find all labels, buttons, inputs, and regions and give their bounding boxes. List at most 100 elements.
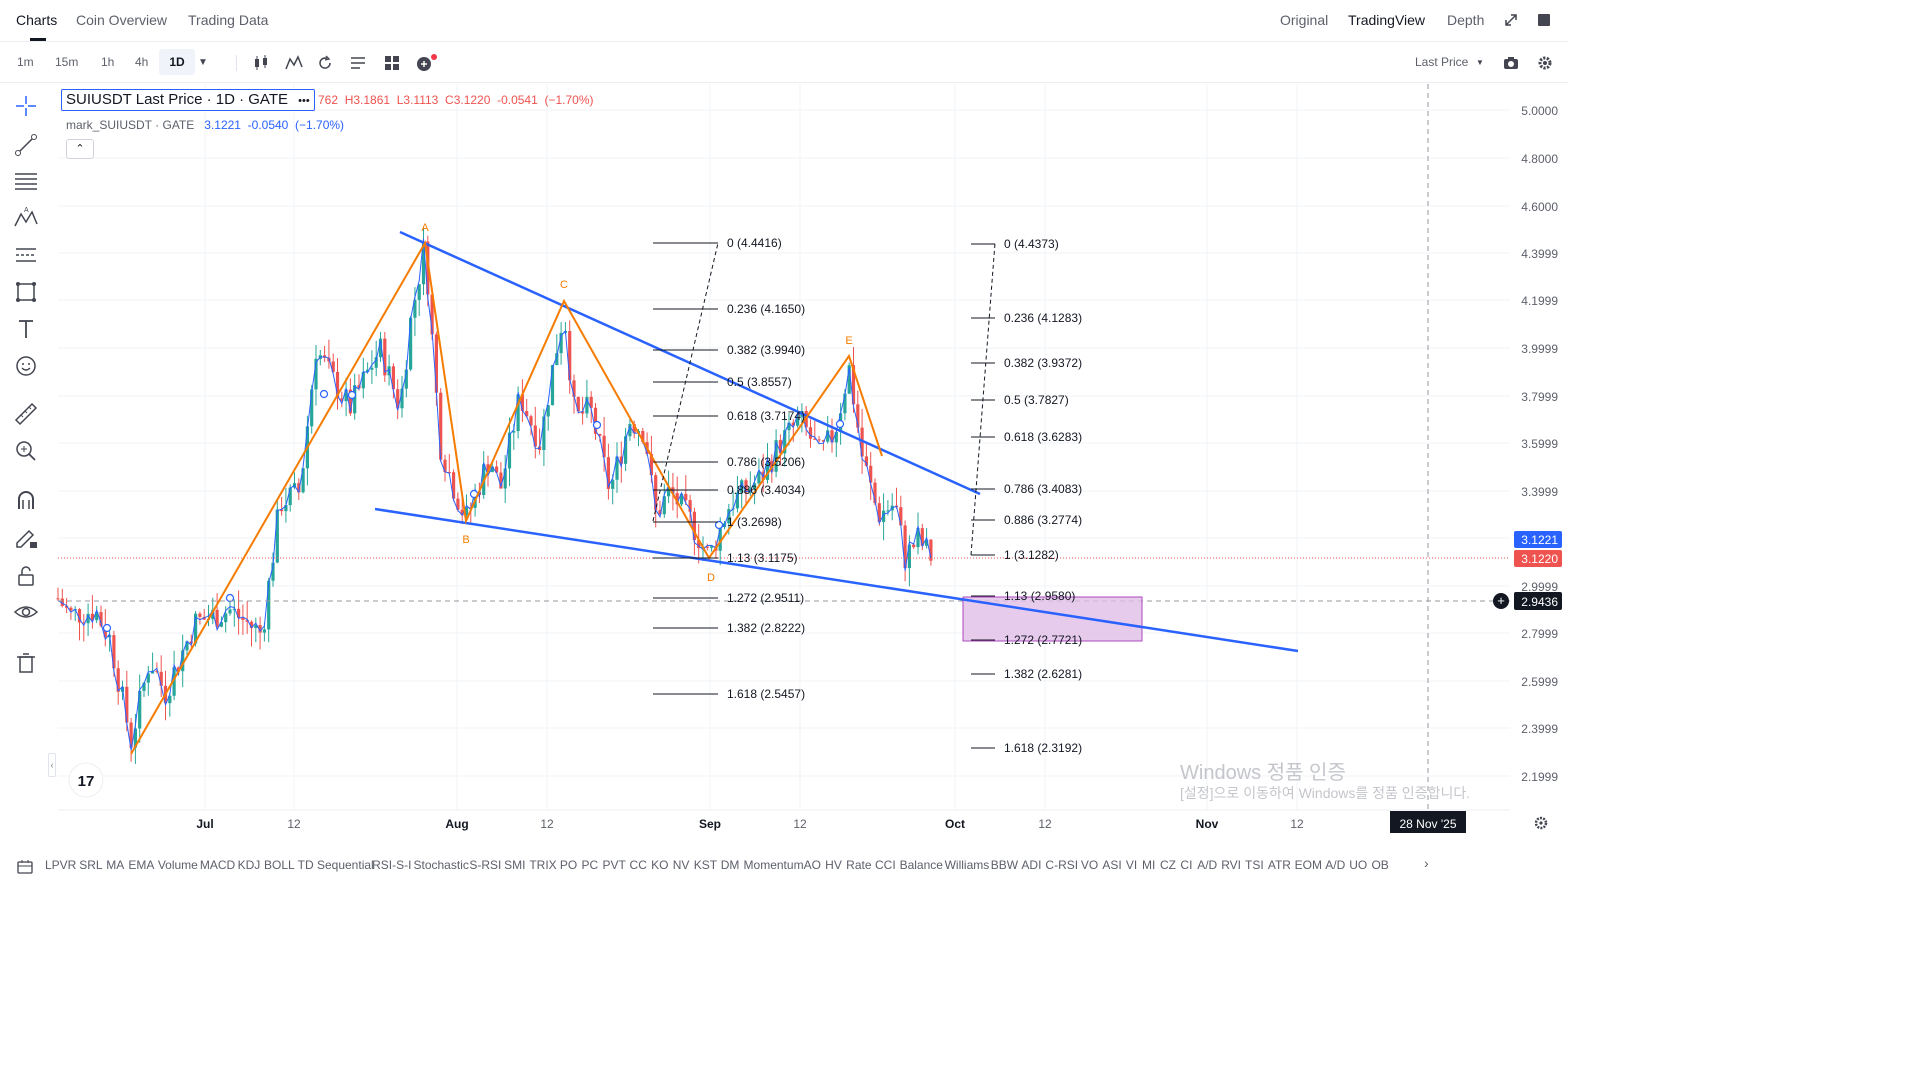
indicator-item[interactable]: KST <box>693 858 718 872</box>
indicator-item[interactable]: RVI <box>1221 858 1242 872</box>
layout-grid-icon[interactable] <box>384 55 400 71</box>
interval-1h[interactable]: 1h <box>101 55 115 69</box>
text-icon[interactable] <box>12 315 40 343</box>
indicator-item[interactable]: KO <box>651 858 669 872</box>
indicator-item[interactable]: DM <box>720 858 740 872</box>
indicator-item[interactable]: LPVR <box>45 858 77 872</box>
indicator-item[interactable]: PO <box>559 858 578 872</box>
indicator-item[interactable]: S-RSI <box>469 858 502 872</box>
indicator-item[interactable]: CCI <box>874 858 896 872</box>
indicator-item[interactable]: TRIX <box>529 858 557 872</box>
symbol-legend-box[interactable]: SUIUSDT Last Price · 1D · GATE ••• <box>61 89 315 111</box>
interval-dropdown-icon[interactable]: ▼ <box>198 57 208 68</box>
more-icon[interactable]: ••• <box>298 95 310 107</box>
zoom-icon[interactable] <box>12 437 40 465</box>
indicator-item[interactable]: MI <box>1142 858 1156 872</box>
tradingview-logo[interactable] <box>68 762 104 798</box>
chart-canvas[interactable]: 0 (4.4416) 0.236 (4.1650) 0.382 (3.9940) 0.… <box>0 0 1568 852</box>
indicator-item[interactable]: BBW <box>990 858 1019 872</box>
indicator-item[interactable]: VO <box>1080 858 1099 872</box>
lock-icon[interactable] <box>12 562 40 590</box>
add-indicator-icon[interactable] <box>416 53 438 73</box>
template-icon[interactable] <box>350 55 366 71</box>
projection-icon[interactable] <box>12 241 40 269</box>
rectangle-icon[interactable] <box>12 278 40 306</box>
indicator-item[interactable]: CI <box>1180 858 1193 872</box>
indicator-item[interactable]: RSI-S-I <box>372 858 412 872</box>
view-original[interactable]: Original <box>1280 12 1329 28</box>
view-tradingview[interactable]: TradingView <box>1348 12 1426 28</box>
tab-charts[interactable]: Charts <box>16 12 58 28</box>
fullscreen-icon[interactable] <box>1504 13 1518 27</box>
indicator-item[interactable]: MACD <box>199 858 236 872</box>
interval-4h[interactable]: 4h <box>135 55 149 69</box>
interval-1m[interactable]: 1m <box>17 55 34 69</box>
indicator-item[interactable]: Williams <box>944 858 990 872</box>
indicator-item[interactable]: Momentum <box>743 858 804 872</box>
indicator-item[interactable]: AO <box>803 858 821 872</box>
crosshair-icon[interactable] <box>12 92 40 120</box>
interval-1d[interactable]: 1D <box>159 49 195 75</box>
calendar-icon[interactable] <box>17 859 33 874</box>
tab-coin-overview[interactable]: Coin Overview <box>76 12 168 28</box>
view-depth[interactable]: Depth <box>1447 12 1485 28</box>
indicator-item[interactable]: BOLL <box>264 858 295 872</box>
indicator-item[interactable]: ASI <box>1102 858 1122 872</box>
indicator-item[interactable]: KDJ <box>237 858 261 872</box>
indicator-item[interactable]: ADI <box>1021 858 1042 872</box>
indicator-item[interactable]: TD Sequential <box>297 858 374 872</box>
trendline-icon[interactable] <box>12 131 40 159</box>
axis-settings-icon[interactable] <box>1534 816 1548 830</box>
trash-icon[interactable] <box>12 648 40 676</box>
interval-15m[interactable]: 15m <box>55 55 79 69</box>
indicator-item[interactable]: EOM <box>1294 858 1322 872</box>
legend-collapse-button[interactable]: ⌃ <box>66 139 94 159</box>
sidebar-collapse-handle[interactable]: ‹ <box>48 753 56 777</box>
magnet-icon[interactable] <box>12 487 40 515</box>
layout-square-icon[interactable] <box>1538 14 1550 26</box>
fib-left-level-label: 0 (4.4416) <box>727 236 782 250</box>
indicator-item[interactable]: OB <box>1371 858 1389 872</box>
indicator-item[interactable]: A/D <box>1197 858 1218 872</box>
ruler-icon[interactable] <box>12 400 40 428</box>
add-alert-icon[interactable] <box>1493 593 1509 609</box>
indicator-item[interactable]: PVT <box>602 858 626 872</box>
replay-icon[interactable] <box>317 55 333 71</box>
indicator-item[interactable]: MA <box>106 858 125 872</box>
indicator-item[interactable]: Balance <box>899 858 943 872</box>
eye-icon[interactable] <box>12 598 40 626</box>
indicator-item[interactable]: TSI <box>1245 858 1264 872</box>
settings-gear-icon[interactable] <box>1537 55 1553 71</box>
indicator-item[interactable]: UO <box>1349 858 1368 872</box>
indicator-item[interactable]: Volume <box>157 858 198 872</box>
indicator-item[interactable]: VI <box>1125 858 1138 872</box>
indicator-scroll-right-icon[interactable]: › <box>1424 855 1429 871</box>
candle-body <box>77 609 82 623</box>
candles-icon[interactable] <box>252 55 270 71</box>
indicator-item[interactable]: Rate <box>846 858 872 872</box>
indicator-item[interactable]: C-RSI <box>1045 858 1079 872</box>
price-type-dropdown-icon[interactable]: ▼ <box>1476 58 1484 67</box>
abcde-pattern[interactable] <box>130 240 883 755</box>
indicator-item[interactable]: PC <box>581 858 599 872</box>
indicator-item[interactable]: CC <box>629 858 647 872</box>
indicator-item[interactable]: NV <box>672 858 690 872</box>
indicator-item[interactable]: A/D <box>1325 858 1346 872</box>
camera-icon[interactable] <box>1503 56 1519 70</box>
tab-trading-data[interactable]: Trading Data <box>188 12 269 28</box>
indicator-item[interactable]: CZ <box>1160 858 1177 872</box>
indicator-item[interactable]: EMA <box>128 858 155 872</box>
indicator-item[interactable]: SRL <box>79 858 103 872</box>
fib-retracement-icon[interactable] <box>12 168 40 196</box>
lower-trendline[interactable] <box>374 507 1299 653</box>
indicator-item[interactable]: ATR <box>1267 858 1291 872</box>
price-type-select[interactable]: Last Price <box>1415 55 1469 69</box>
indicator-item[interactable]: HV <box>825 858 842 872</box>
emoji-icon[interactable] <box>12 352 40 380</box>
draw-lock-icon[interactable] <box>12 524 40 552</box>
candle-body <box>581 411 585 414</box>
indicator-item[interactable]: Stochastic <box>413 858 469 872</box>
indicators-icon[interactable] <box>285 55 303 71</box>
indicator-item[interactable]: SMI <box>504 858 526 872</box>
pattern-icon[interactable]: A <box>12 204 40 232</box>
